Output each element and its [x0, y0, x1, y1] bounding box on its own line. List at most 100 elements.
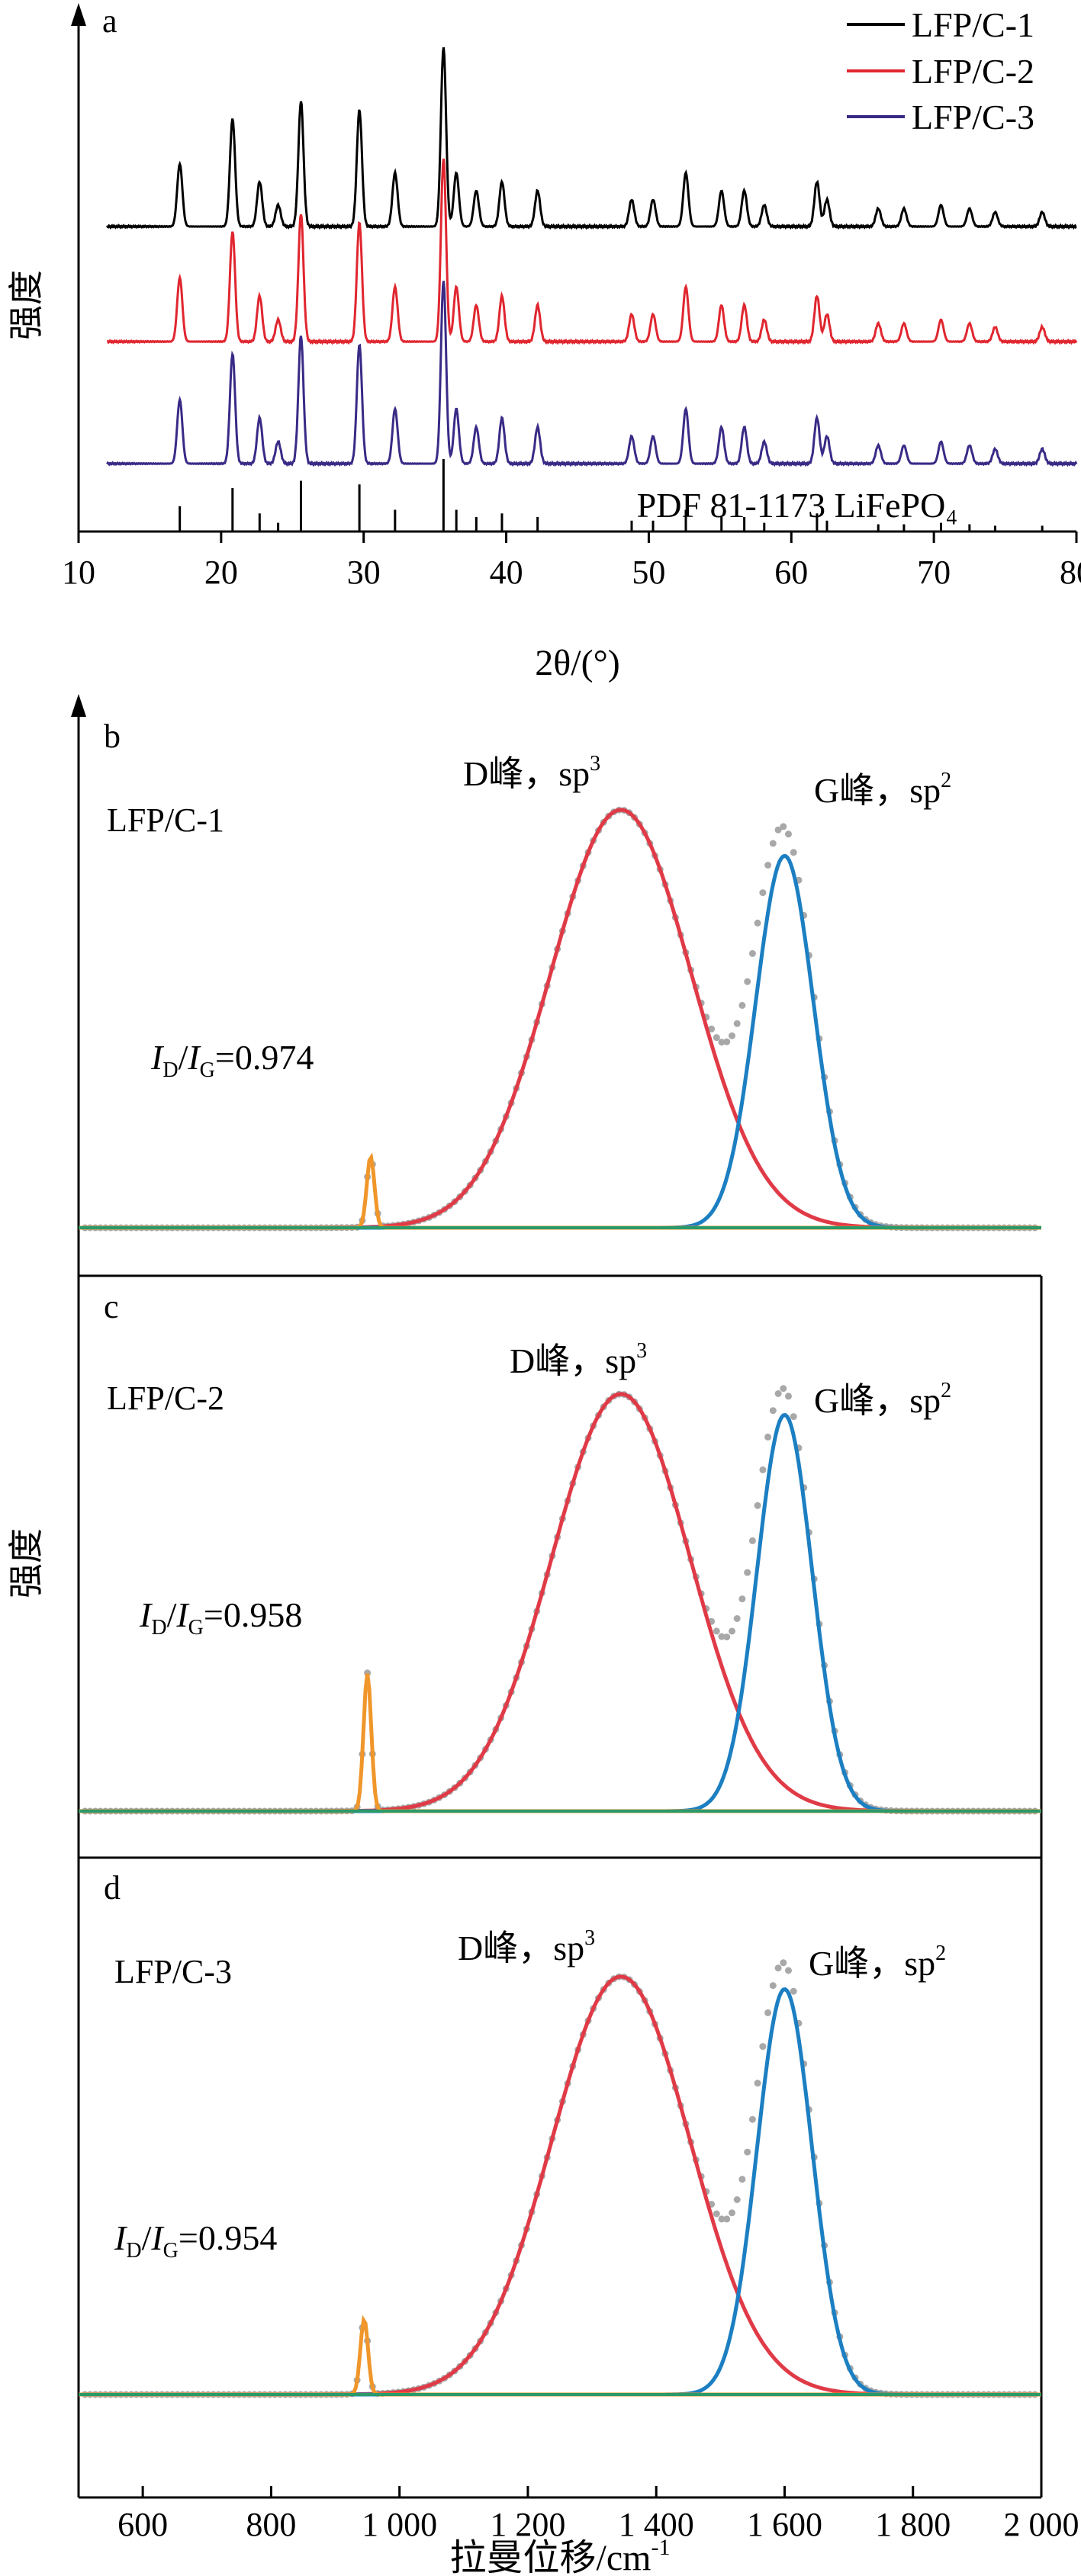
- panel-c-letter: c: [104, 1288, 119, 1325]
- panel-c-d-peak-label: D峰，sp3: [510, 1339, 647, 1380]
- raw-data-point: [729, 1032, 735, 1039]
- raw-data-point: [733, 1020, 741, 1027]
- raw-data-point: [723, 2215, 731, 2223]
- panel-b-d-peak-label: D峰，sp3: [463, 752, 600, 793]
- raw-data-point: [733, 2196, 741, 2203]
- x-tick-label: 600: [117, 2506, 168, 2543]
- x-tick-label: 40: [490, 554, 523, 591]
- raw-data-point: [718, 2215, 725, 2223]
- raw-data-point: [754, 919, 761, 927]
- xrd-reference-label: PDF 81-1173 LiFePO₄: [637, 486, 958, 525]
- x-tick-label: 1 400: [619, 2506, 694, 2543]
- x-tick-label: 800: [246, 2506, 296, 2543]
- raman-x-ticks: 600 800 1 000 1 200 1 400 1 600 1 800 2 000: [117, 2486, 1079, 2543]
- panel-a-letter: a: [102, 2, 117, 40]
- raw-data-point: [744, 1569, 751, 1576]
- raw-data-point: [708, 1025, 716, 1033]
- x-tick-label: 1 000: [362, 2506, 437, 2543]
- raw-data-point: [780, 1959, 787, 1967]
- raw-data-point: [713, 2210, 720, 2218]
- raw-data-point: [769, 1982, 777, 1990]
- raw-data-point: [759, 2043, 767, 2051]
- x-tick-label: 50: [632, 554, 665, 591]
- raw-data-point: [785, 1967, 792, 1974]
- raw-data-point: [780, 1385, 787, 1392]
- x-tick-label: 1 800: [875, 2506, 951, 2543]
- raw-data-point: [790, 1987, 797, 1995]
- panel-d-plot: [79, 1959, 1041, 2398]
- x-tick-label: 1 600: [747, 2506, 822, 2543]
- raman-panels: 强度 600 800 1 000 1 200 1 400 1 600 1 800 2 000 …: [7, 694, 1079, 2576]
- panel-a: a 强度 10 20 30 40 50 60 70 80 2θ/(°) LFP/C-1 LFP…: [7, 2, 1081, 683]
- raw-data-point: [713, 1627, 720, 1635]
- raw-data-point: [733, 1615, 741, 1622]
- panel-b-plot: [79, 806, 1041, 1232]
- panel-c: c LFP/C-2 ID/IG=0.958 D峰，sp3 G峰，sp2: [79, 1288, 1041, 1815]
- raw-data-point: [764, 2009, 772, 2016]
- raw-data-point: [769, 840, 777, 847]
- raw-data-point: [738, 1595, 746, 1603]
- panel-b-ratio: ID/IG=0.974: [150, 1038, 314, 1082]
- panel-d-g-peak-label: G峰，sp2: [809, 1942, 946, 1983]
- raw-data-point: [718, 1039, 725, 1046]
- xrd-series-lfp-c-1: [106, 47, 1077, 230]
- panel-d-ratio: ID/IG=0.954: [114, 2218, 277, 2263]
- panel-d-sample-label: LFP/C-3: [114, 1953, 232, 1990]
- panel-a-legend: LFP/C-1 LFP/C-2 LFP/C-3: [847, 5, 1034, 137]
- x-tick-label: 60: [774, 554, 808, 591]
- xrd-series-lfp-c-2: [106, 158, 1078, 345]
- x-tick-label: 80: [1060, 554, 1081, 591]
- small-peak-fit: [79, 2314, 1041, 2397]
- x-tick-label: 1 200: [490, 2506, 565, 2543]
- panel-a-x-label: 2θ/(°): [535, 643, 620, 683]
- panel-c-ratio: ID/IG=0.958: [139, 1595, 302, 1640]
- raw-data-point: [729, 2209, 735, 2217]
- panel-a-y-label: 强度: [7, 270, 46, 340]
- legend-label-1: LFP/C-1: [912, 5, 1034, 44]
- raw-data-point: [769, 1407, 777, 1415]
- d-peak-fit: [79, 1974, 1041, 2397]
- raw-data-point: [774, 1964, 782, 1972]
- raman-x-label: 拉曼位移/cm-1: [450, 2535, 671, 2576]
- raw-data-point: [729, 1627, 735, 1635]
- raw-data-point: [723, 1038, 731, 1045]
- panel-a-y-arrow: [71, 3, 86, 26]
- raw-data-point: [713, 1034, 720, 1042]
- raman-y-label: 强度: [7, 1528, 46, 1598]
- raw-data-point: [754, 2080, 761, 2087]
- panel-b-g-peak-label: G峰，sp2: [814, 769, 951, 810]
- panel-c-sample-label: LFP/C-2: [107, 1380, 224, 1417]
- raw-data-point: [759, 889, 767, 897]
- raw-data-point: [764, 1433, 772, 1441]
- panel-c-plot: [79, 1385, 1041, 1815]
- raman-y-arrow: [71, 694, 86, 717]
- legend-label-2: LFP/C-2: [912, 52, 1034, 91]
- raw-data-point: [774, 1390, 782, 1397]
- panel-b-sample-label: LFP/C-1: [107, 801, 224, 839]
- raw-data-point: [780, 823, 787, 830]
- raw-data-point: [723, 1633, 731, 1641]
- x-tick-label: 70: [917, 554, 951, 591]
- x-tick-label: 30: [347, 554, 381, 591]
- raw-data-point: [738, 2176, 746, 2183]
- small-peak-fit: [79, 1673, 1041, 1813]
- raw-data-point: [748, 1537, 756, 1544]
- raw-data-point: [785, 1392, 792, 1400]
- xrd-reference-sticks: [179, 459, 1044, 532]
- panel-d-d-peak-label: D峰，sp3: [458, 1926, 595, 1967]
- legend-label-3: LFP/C-3: [912, 98, 1034, 137]
- x-tick-label: 10: [62, 554, 95, 591]
- panel-d: d LFP/C-3 ID/IG=0.954 D峰，sp3 G峰，sp2: [79, 1869, 1041, 2398]
- panel-d-letter: d: [104, 1869, 121, 1906]
- raw-data-point: [748, 949, 756, 957]
- d-peak-fit: [79, 808, 1041, 1230]
- raw-data-point: [790, 849, 797, 856]
- x-tick-label: 2 000: [1004, 2506, 1079, 2543]
- raw-data-point: [738, 1001, 746, 1009]
- panel-b: b LFP/C-1 ID/IG=0.974 D峰，sp3 G峰，sp2: [79, 718, 1041, 1232]
- raw-data-point: [764, 862, 772, 869]
- raw-data-point: [748, 2115, 756, 2123]
- panel-a-x-ticks: 10 20 30 40 50 60 70 80: [62, 532, 1081, 591]
- raw-data-point: [744, 978, 751, 985]
